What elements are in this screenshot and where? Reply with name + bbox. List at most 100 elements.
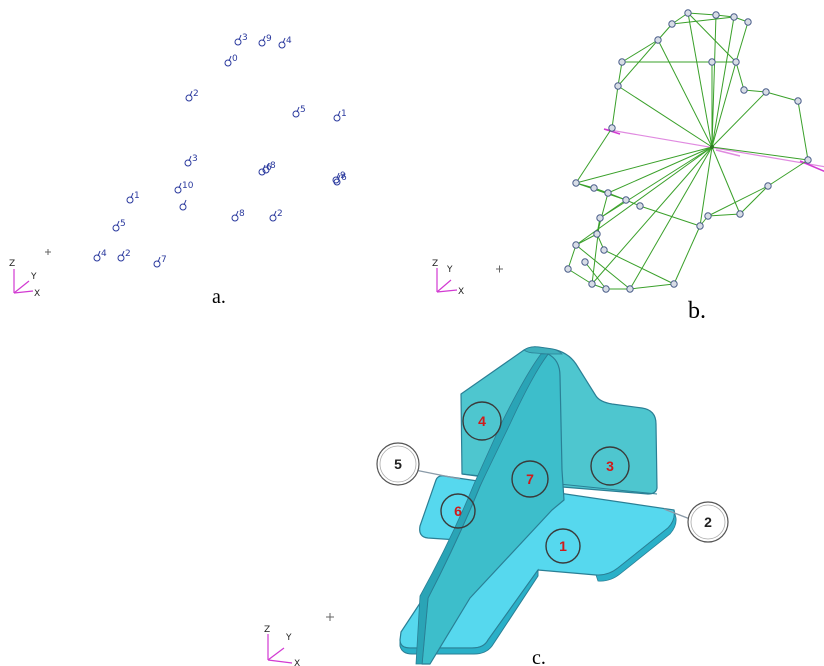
node-label: 2 <box>125 249 131 259</box>
mesh-node <box>732 58 740 66</box>
mesh-spoke <box>711 146 741 215</box>
mesh-edge <box>639 205 701 227</box>
callout-arrow <box>663 508 691 520</box>
node-marker <box>179 199 187 211</box>
node-tick <box>189 90 193 97</box>
mesh-edge <box>575 244 631 290</box>
panel-a-plus-marker <box>45 249 51 255</box>
node-label: 6 <box>266 163 272 173</box>
node-tick <box>121 250 125 257</box>
mesh-node <box>794 97 802 105</box>
mesh-hub-node <box>710 145 714 149</box>
node-label: 0 <box>232 54 238 64</box>
surface-label-3: 3 <box>590 446 630 486</box>
mesh-node <box>602 285 610 293</box>
node-marker: 6 <box>333 173 347 186</box>
node-label: 8 <box>270 161 276 171</box>
mesh-edge <box>707 213 741 217</box>
panel-b: Z Y X b. <box>432 9 824 324</box>
surface-label-circle <box>511 460 549 498</box>
mesh-spoke <box>711 14 717 148</box>
mesh-edge <box>575 233 598 246</box>
node-tick <box>235 210 239 217</box>
axis-x-label: X <box>34 289 40 299</box>
node-label: 1 <box>341 109 347 119</box>
node-tick <box>337 174 341 181</box>
callout-2: 2 <box>663 501 729 543</box>
surface-label-text: 6 <box>454 503 462 519</box>
callout-text: 5 <box>394 456 402 472</box>
node-tick <box>178 182 182 189</box>
node-tick <box>130 192 134 199</box>
node-tick <box>188 155 192 162</box>
mesh-node <box>684 9 692 17</box>
node-marker: 2 <box>185 89 199 102</box>
mesh-spoke <box>575 146 713 246</box>
caption-b: b. <box>688 298 706 324</box>
node-circle <box>185 94 193 102</box>
base-edge <box>399 568 539 655</box>
surface-label-circle <box>462 401 502 441</box>
node-marker: 0 <box>224 54 238 67</box>
axis-y-label: Y <box>285 633 292 643</box>
mesh-node <box>730 13 738 21</box>
mesh-spoke <box>687 12 713 148</box>
node-marker: 9 <box>258 34 272 47</box>
node-tick <box>238 34 242 41</box>
mesh-node <box>804 156 812 164</box>
node-label: 1 <box>134 191 140 201</box>
node-circle <box>333 178 341 186</box>
callout-text: 2 <box>704 514 712 530</box>
caption-a: a. <box>212 286 226 308</box>
mesh-node <box>622 196 630 204</box>
mesh-edge <box>596 192 609 235</box>
mesh-edge <box>687 12 717 16</box>
node-label: 4 <box>101 249 107 259</box>
node-circle <box>231 214 239 222</box>
node-label: 2 <box>193 89 199 99</box>
mesh-spoke <box>711 61 737 148</box>
surface-label-circle <box>590 446 630 486</box>
axis-y-label: Y <box>446 265 453 275</box>
mesh-edge <box>575 127 613 184</box>
surface-label-7: 7 <box>511 460 549 498</box>
mesh-spoke <box>699 146 713 227</box>
mesh-edge <box>611 85 619 129</box>
mesh-nodes <box>564 9 812 293</box>
mesh-edge <box>575 182 627 201</box>
node-circle <box>184 159 192 167</box>
mesh-node <box>596 214 604 222</box>
mesh-edge <box>567 244 577 270</box>
mesh-node <box>654 36 662 44</box>
node-circle <box>174 186 182 194</box>
node-tick <box>116 220 120 227</box>
node-marker: 2 <box>269 209 283 222</box>
mesh-spoke <box>617 85 713 148</box>
surface-label-1: 1 <box>545 528 581 564</box>
mesh-edge <box>621 39 659 63</box>
axis-x-label: X <box>458 287 464 297</box>
axis-x-label: X <box>294 659 300 666</box>
node-tick <box>97 250 101 257</box>
node-circle <box>112 224 120 232</box>
node-circle <box>278 41 286 49</box>
mesh-spoke <box>657 39 713 148</box>
node-label: 9 <box>266 34 272 44</box>
mesh-node <box>636 202 644 210</box>
axis-triad-a: Z Y X <box>9 259 40 299</box>
node-tick <box>336 172 340 179</box>
axis-triad-c: Z Y X <box>264 625 300 666</box>
surface-label-text: 7 <box>526 471 534 487</box>
node-label: 3 <box>242 33 248 43</box>
node-marker: 10 <box>174 181 194 194</box>
mesh-node <box>564 265 572 273</box>
mesh-node <box>668 20 676 28</box>
mesh-node <box>740 86 748 94</box>
mesh-edge <box>671 16 735 25</box>
node-marker: 7 <box>153 255 167 268</box>
base-right-edge <box>595 509 677 582</box>
mesh-node <box>704 212 712 220</box>
mesh-edge <box>617 61 623 87</box>
node-label: 2 <box>277 209 283 219</box>
